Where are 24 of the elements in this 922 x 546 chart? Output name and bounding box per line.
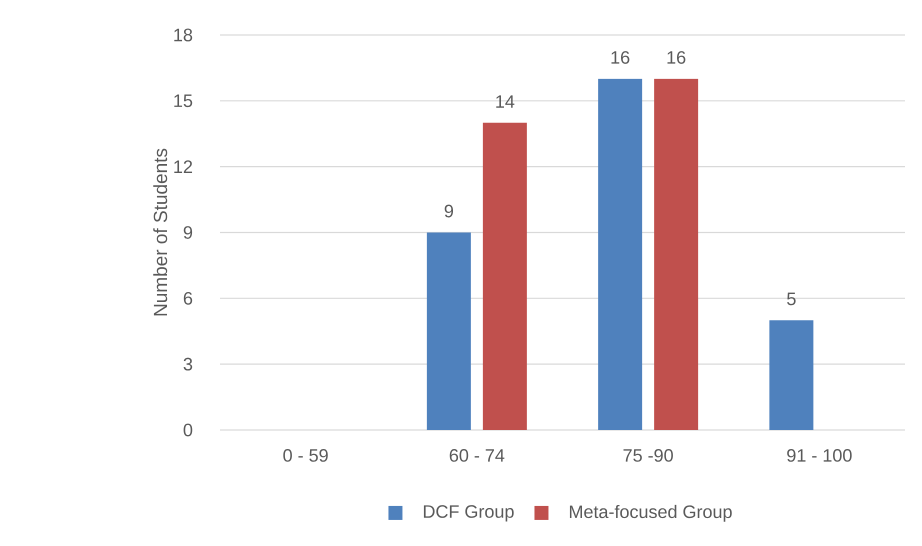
bar [654, 78, 698, 430]
y-axis-title: Number of Students [153, 148, 168, 316]
bar [426, 232, 471, 430]
y-tick-label: 12 [174, 160, 192, 173]
x-tick-label: 91 - 100 [787, 449, 852, 462]
y-tick-label: 15 [174, 94, 192, 108]
bar [482, 122, 527, 430]
data-label: 14 [496, 95, 514, 108]
y-tick-label: 18 [174, 28, 192, 42]
y-tick-label: 0 [184, 424, 192, 436]
legend-label: Meta-focused Group [570, 504, 732, 522]
bar [769, 320, 814, 430]
x-tick-label: 0 - 59 [283, 449, 328, 462]
bar [598, 78, 642, 430]
data-label: 16 [667, 51, 686, 64]
data-label: 5 [787, 292, 796, 306]
data-label: 9 [444, 204, 454, 218]
y-tick-label: 6 [184, 292, 192, 305]
x-tick-label: 75 -90 [624, 449, 673, 462]
y-tick-label: 3 [184, 358, 192, 371]
legend-label: DCF Group [424, 505, 514, 522]
y-tick-label: 9 [184, 226, 192, 239]
x-tick-label: 60 - 74 [450, 449, 504, 462]
data-label: 16 [611, 51, 630, 64]
